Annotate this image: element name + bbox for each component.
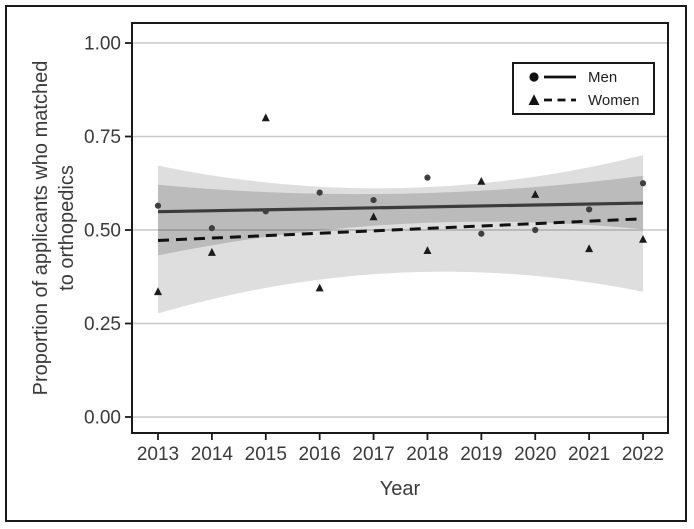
legend-item-women: Women xyxy=(526,89,653,111)
men-circle-solid-line-icon xyxy=(529,72,576,82)
women-point xyxy=(261,113,270,122)
women-triangle-dashed-line-icon xyxy=(528,94,576,105)
y-tick-label: 0.50 xyxy=(84,221,121,242)
x-tick-label: 2015 xyxy=(245,444,287,465)
men-point xyxy=(370,196,377,204)
plot-panel-border xyxy=(131,22,669,434)
men-point xyxy=(262,208,269,215)
y-axis-title-line1: Proportion of applicants who matched xyxy=(30,60,52,396)
women-point xyxy=(639,234,648,243)
men-point xyxy=(586,206,593,213)
women-point xyxy=(477,176,486,185)
x-tick-label: 2022 xyxy=(622,444,664,465)
men-point xyxy=(532,226,539,234)
x-tick-label: 2016 xyxy=(299,444,341,465)
men-point xyxy=(639,180,647,187)
figure-border xyxy=(5,5,687,522)
x-tick-label: 2014 xyxy=(191,444,234,465)
women-point xyxy=(585,244,594,253)
x-axis-title: Year xyxy=(379,478,421,500)
x-tick-label: 2013 xyxy=(137,444,179,465)
y-tick-label: 0.75 xyxy=(84,127,121,148)
women-ci-band xyxy=(158,155,644,314)
women-point xyxy=(154,287,162,296)
women-point xyxy=(369,212,378,221)
women-trend-line xyxy=(157,217,644,242)
legend-label-women: Women xyxy=(588,91,640,109)
men-ci-band xyxy=(158,175,644,256)
men-point xyxy=(208,225,215,232)
y-tick-label: 0.25 xyxy=(84,314,121,335)
legend-item-men: Men xyxy=(526,66,653,88)
women-point xyxy=(207,248,216,256)
men-point xyxy=(154,202,162,209)
men-point xyxy=(424,174,431,181)
women-point xyxy=(315,283,324,292)
women-point xyxy=(423,246,432,254)
y-tick-label: 0.00 xyxy=(84,408,121,429)
y-axis-title: Proportion of applicants who matched to … xyxy=(28,61,80,396)
men-point xyxy=(478,230,485,237)
y-axis-title-line2: to orthopedics xyxy=(56,165,78,291)
x-tick-label: 2017 xyxy=(352,444,394,465)
men-point xyxy=(316,189,323,196)
legend-label-men: Men xyxy=(588,68,618,86)
x-tick-label: 2020 xyxy=(514,444,556,465)
x-tick-label: 2018 xyxy=(406,444,448,465)
men-trend-line xyxy=(157,201,644,214)
y-tick-label: 1.00 xyxy=(84,34,121,55)
legend: Men Women xyxy=(512,62,655,115)
x-tick-label: 2019 xyxy=(460,444,502,465)
women-point xyxy=(531,190,540,198)
x-tick-label: 2021 xyxy=(568,444,610,465)
